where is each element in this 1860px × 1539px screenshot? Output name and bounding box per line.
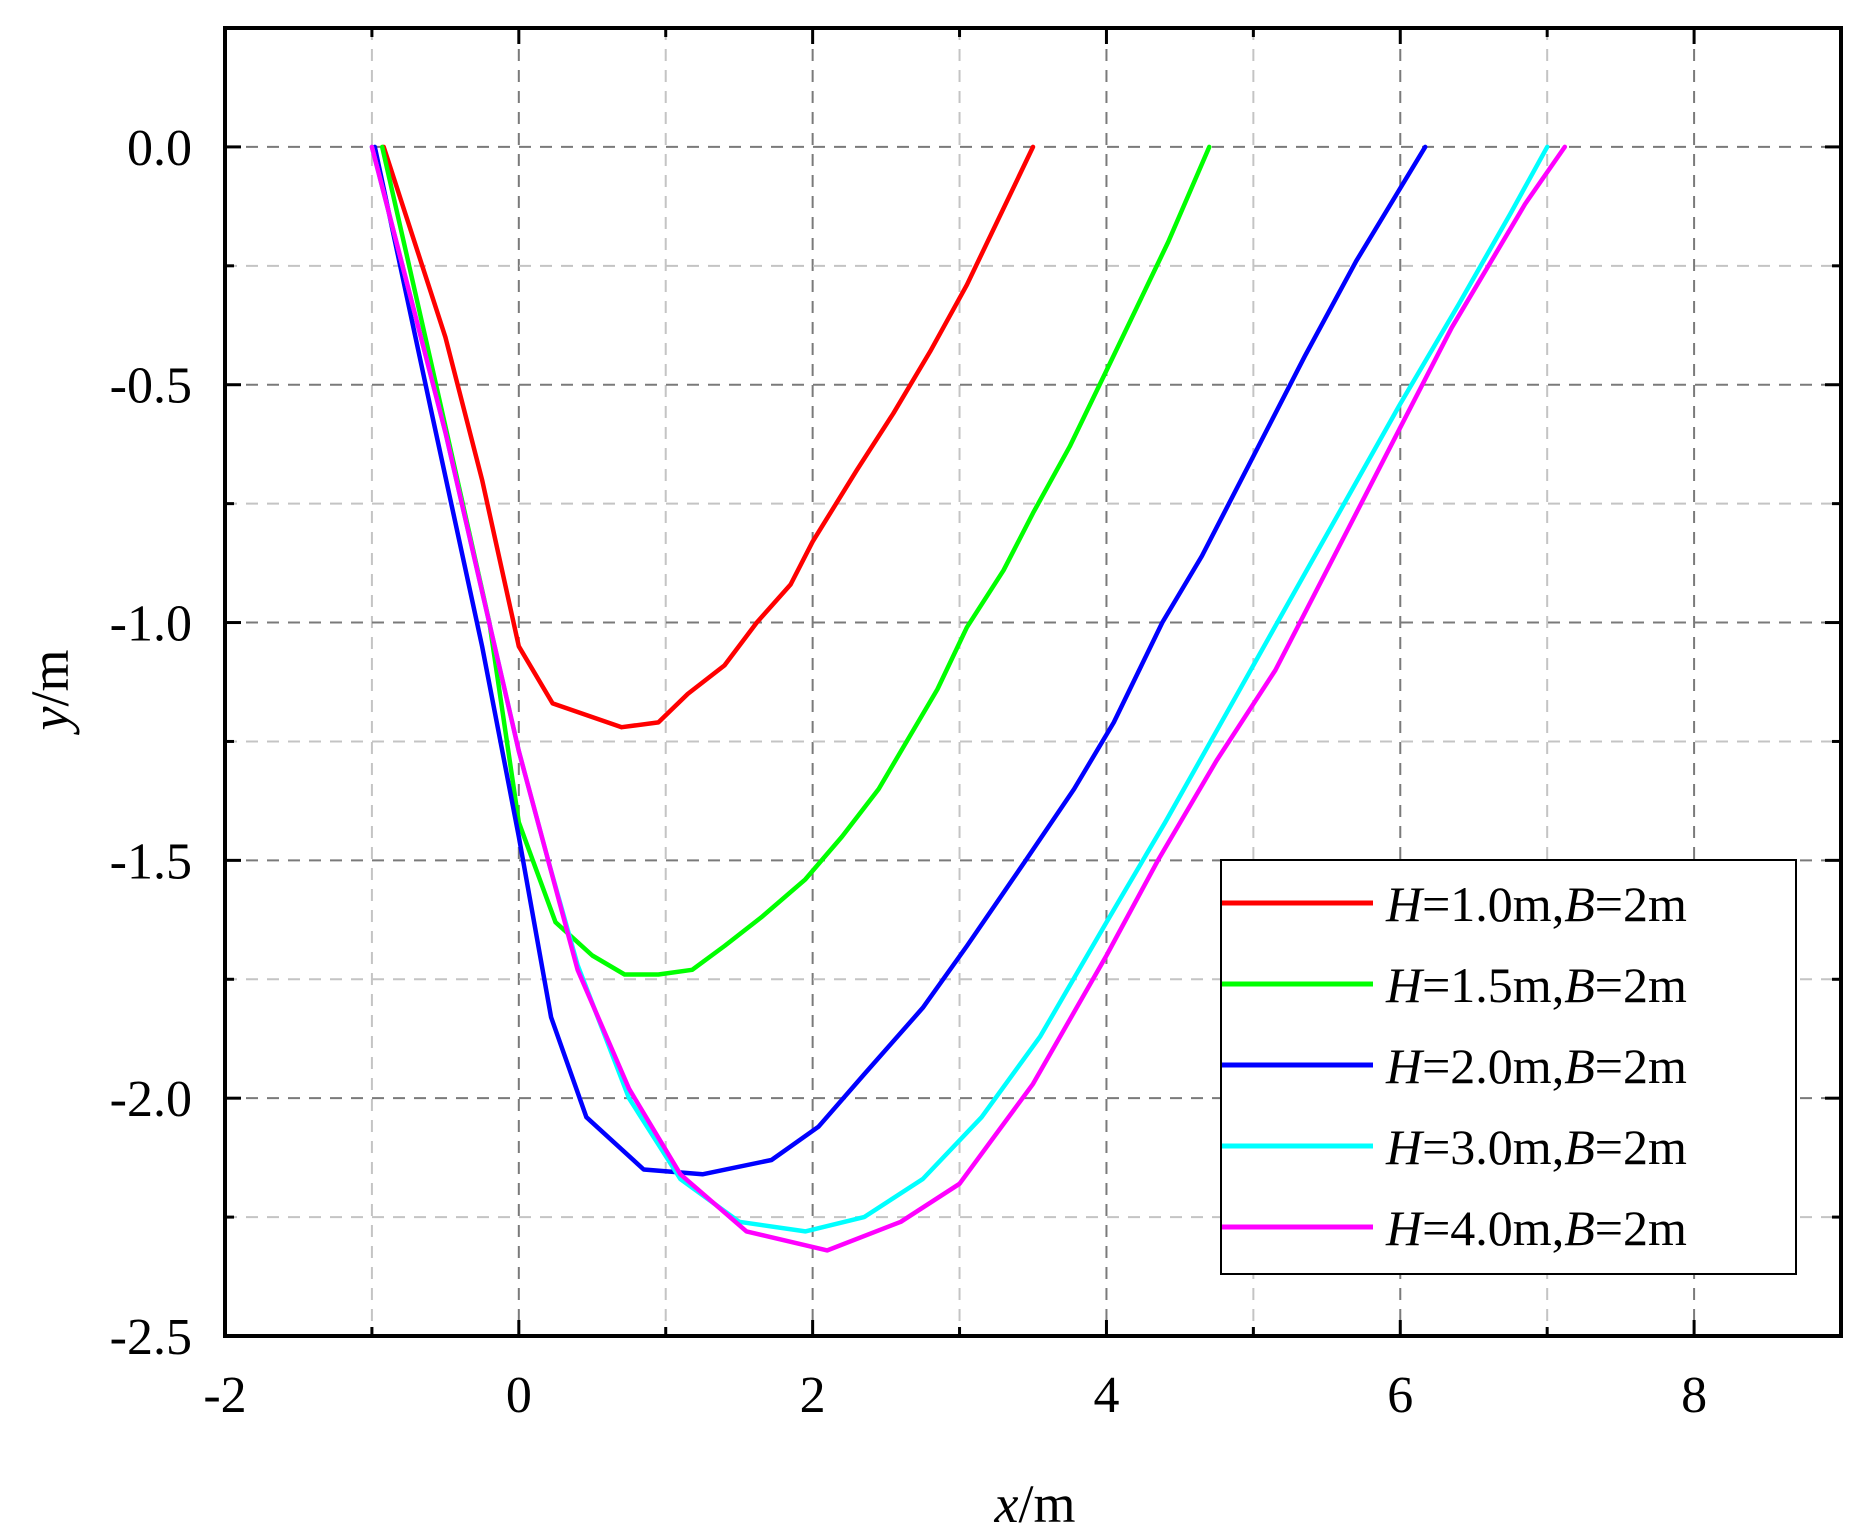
x-tick-label: 8 — [1681, 1367, 1707, 1424]
legend-label-5: H=4.0m,B=2m — [1385, 1200, 1687, 1256]
plot-frame — [223, 26, 1843, 1338]
tick-labels: -2 0 2 4 6 8 0.0 -0.5 -1.0 -1.5 -2.0 -2.5 — [110, 120, 1707, 1424]
legend-label-2: H=1.5m,B=2m — [1385, 957, 1687, 1013]
plot-series — [369, 144, 1568, 1253]
series-line-5 — [369, 144, 1568, 1253]
x-tick-label: 2 — [800, 1367, 826, 1424]
x-tick-label: -2 — [203, 1367, 246, 1424]
x-tick-label: 6 — [1387, 1367, 1413, 1424]
x-tick-label: 0 — [506, 1367, 532, 1424]
series-line-1 — [381, 144, 1036, 730]
legend-label-1: H=1.0m,B=2m — [1385, 876, 1687, 932]
legend-label-3: H=2.0m,B=2m — [1385, 1038, 1687, 1094]
y-tick-label: 0.0 — [127, 120, 192, 177]
y-axis-title: y/m — [20, 650, 80, 736]
y-tick-label: -1.5 — [110, 833, 192, 890]
series-line-3 — [372, 144, 1428, 1177]
series-line-2 — [379, 144, 1212, 977]
y-tick-label: -2.0 — [110, 1071, 192, 1128]
x-tick-label: 4 — [1093, 1367, 1119, 1424]
legend: H=1.0m,B=2m H=1.5m,B=2m H=2.0m,B=2m H=3.0m,… — [1220, 859, 1797, 1275]
y-tick-label: -2.5 — [110, 1309, 192, 1366]
legend-label-4: H=3.0m,B=2m — [1385, 1119, 1687, 1175]
axis-ticks — [223, 28, 1841, 1338]
y-tick-label: -0.5 — [110, 358, 192, 415]
y-tick-label: -1.0 — [110, 596, 192, 653]
x-axis-title: x/m — [994, 1474, 1076, 1534]
